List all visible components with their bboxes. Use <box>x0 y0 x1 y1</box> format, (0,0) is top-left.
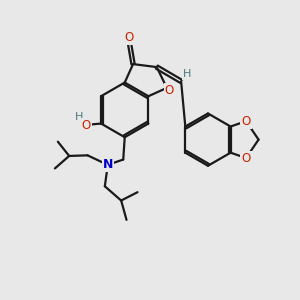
Text: N: N <box>103 158 113 171</box>
Text: O: O <box>242 115 251 128</box>
Text: O: O <box>242 152 251 164</box>
Text: H: H <box>183 69 191 79</box>
Text: H: H <box>75 112 83 122</box>
Text: O: O <box>125 32 134 44</box>
Text: O: O <box>82 119 91 132</box>
Text: O: O <box>165 84 174 97</box>
